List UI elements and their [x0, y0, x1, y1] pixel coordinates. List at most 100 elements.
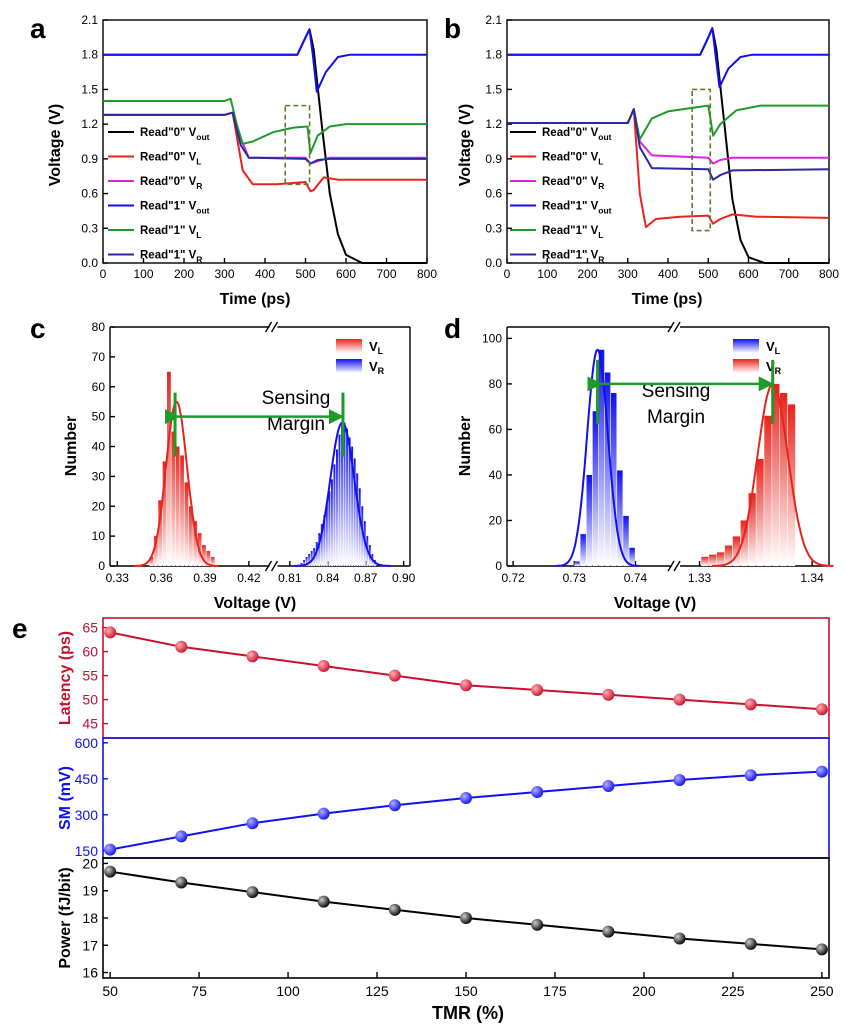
panel-d-bar-VL-1 — [580, 534, 586, 566]
panel-d-ytick-label: 60 — [489, 422, 503, 436]
panel-c-bar-VR-17 — [343, 422, 346, 566]
panel-e-sub0-point-4 — [388, 669, 401, 682]
panel-e-xtick-label: 50 — [102, 983, 118, 999]
panel-b-legend-label: Read"0" VR — [542, 176, 604, 191]
panel-c-bar-VL-13 — [206, 551, 211, 566]
panel-d-bar-VL-3 — [592, 411, 599, 566]
panel-a-ytick-label: 0.3 — [81, 221, 98, 235]
panel-b-ytick-label: 1.8 — [485, 48, 502, 62]
panel-d-bar-VR-0 — [701, 556, 709, 566]
panel-e-sub0-point-6 — [531, 684, 544, 696]
panel-a-legend-label: Read"0" VR — [140, 176, 202, 191]
panel-e-sub2-ytick-label: 20 — [82, 855, 98, 871]
panel-d-xtick-label: 0.73 — [563, 571, 587, 585]
panel-e-sub1-ytick-label: 600 — [75, 735, 99, 751]
panel-c-ytick-label: 0 — [98, 559, 105, 573]
panel-c-bar-VR-15 — [338, 434, 341, 566]
panel-a-series-3 — [103, 28, 427, 93]
panel-c-bar-VL-3 — [162, 461, 167, 566]
panel-c-bar-VL-7 — [180, 455, 184, 566]
panel-letter-c: c — [30, 313, 46, 344]
panel-b-xtick-label: 800 — [819, 267, 839, 281]
panel-e-sub1-point-1 — [175, 830, 188, 843]
panel-c-bar-VR-3 — [308, 554, 311, 566]
panel-b-xtick-label: 100 — [537, 267, 557, 281]
panel-a-xtick-label: 200 — [174, 267, 194, 281]
panel-e-sub2-point-8 — [673, 932, 686, 945]
panel-b-series-3 — [507, 27, 829, 89]
panel-d-ylabel: Number — [457, 416, 474, 476]
panel-a-xtick-label: 600 — [336, 267, 356, 281]
panel-e-xlabel: TMR (%) — [432, 1003, 504, 1023]
panel-a-legend-label: Read"1" VL — [140, 225, 202, 240]
panel-c-bar-VR-2 — [305, 557, 308, 566]
panel-c-ylabel: Number — [63, 416, 80, 476]
panel-e-sub0-point-5 — [460, 679, 472, 692]
panel-c-bar-VR-8 — [320, 524, 323, 566]
panel-c-bar-VR-22 — [356, 473, 359, 566]
panel-b-xtick-label: 200 — [577, 267, 597, 281]
panel-e-sub1-point-2 — [246, 817, 259, 830]
panel-e-sub1-point-4 — [388, 799, 401, 812]
panel-d-xlabel: Voltage (V) — [614, 595, 696, 612]
panel-d-ytick-label: 100 — [482, 331, 502, 345]
panel-a-ytick-label: 2.1 — [81, 13, 98, 27]
panel-c-ytick-label: 40 — [92, 440, 106, 454]
panel-a-ytick-label: 0.9 — [81, 152, 98, 166]
panel-c-bar-VR-14 — [335, 449, 338, 566]
panel-d-bar-VR-9 — [772, 383, 780, 566]
panel-b-legend-label: Read"1" VR — [542, 250, 604, 265]
panel-c-legend-swatch-VL — [336, 339, 362, 353]
panel-a-series-5 — [103, 111, 427, 165]
panel-d-ytick-label: 80 — [489, 377, 503, 391]
panel-e-sub2-point-4 — [388, 903, 401, 916]
panel-d-axis-break-mark — [673, 321, 681, 333]
panel-b-xtick-label: 700 — [779, 267, 799, 281]
panel-e-sub0-ytick-label: 50 — [82, 692, 98, 708]
panel-e-sub2-ytick-label: 19 — [82, 883, 98, 899]
panel-b-legend-label: Read"1" Vout — [542, 201, 612, 216]
panel-a-xtick-label: 300 — [214, 267, 234, 281]
panel-d-bar-VL-0 — [574, 561, 580, 566]
panel-b-series-5 — [507, 108, 830, 181]
panel-d-xtick-label: 1.33 — [688, 571, 712, 585]
panel-c-bar-VR-4 — [310, 551, 313, 566]
panel-b-xtick-label: 0 — [504, 267, 511, 281]
panel-d-legend-label-VL: VL — [766, 339, 781, 356]
panel-b-ytick-label: 0.9 — [485, 152, 502, 166]
panel-e-sub0-point-2 — [246, 650, 259, 663]
panel-b-ytick-label: 0.0 — [485, 256, 502, 270]
panel-d-bar-VL-5 — [604, 372, 611, 566]
panel-e-sub0-point-7 — [602, 688, 615, 701]
panel-c-axis-break-mark — [264, 560, 273, 572]
panel-letter-e: e — [12, 613, 28, 644]
panel-e-xtick-label: 175 — [543, 983, 567, 999]
panel-c-bar-VR-10 — [325, 503, 328, 566]
panel-c-bar-VR-12 — [330, 479, 333, 566]
panel-e-xtick-label: 75 — [191, 983, 207, 999]
panel-c-legend-swatch-VR — [336, 359, 362, 373]
panel-letter-a: a — [30, 13, 46, 44]
panel-b-ylabel: Voltage (V) — [457, 104, 474, 186]
panel-e-sub0-point-0 — [104, 626, 117, 639]
panel-d-bar-VL-4 — [598, 349, 605, 566]
panel-c-bar-VR-20 — [351, 446, 354, 566]
panel-b-legend-label: Read"0" Vout — [542, 127, 612, 142]
panel-e-xtick-label: 200 — [632, 983, 656, 999]
panel-e-sub0-ytick-label: 45 — [82, 716, 98, 732]
panel-a-xtick-label: 800 — [417, 267, 437, 281]
panel-c-xtick-label: 0.33 — [106, 571, 130, 585]
panel-e-sub2-point-5 — [460, 912, 472, 924]
panel-e-xtick-label: 125 — [365, 983, 389, 999]
panel-c-xtick-label: 0.84 — [316, 571, 340, 585]
panel-e-sub1-point-10 — [815, 765, 828, 778]
panel-c-legend-label-VL: VL — [369, 339, 384, 356]
panel-d-ytick-label: 0 — [495, 559, 502, 573]
panel-b-xtick-label: 500 — [698, 267, 718, 281]
panel-c-axis-break-mark — [270, 321, 279, 333]
panel-letter-d: d — [444, 313, 461, 344]
panel-d-bar-VR-3 — [724, 545, 733, 566]
panel-c-bar-VL-8 — [184, 482, 189, 566]
panel-c-axis-break-mark — [270, 560, 279, 572]
